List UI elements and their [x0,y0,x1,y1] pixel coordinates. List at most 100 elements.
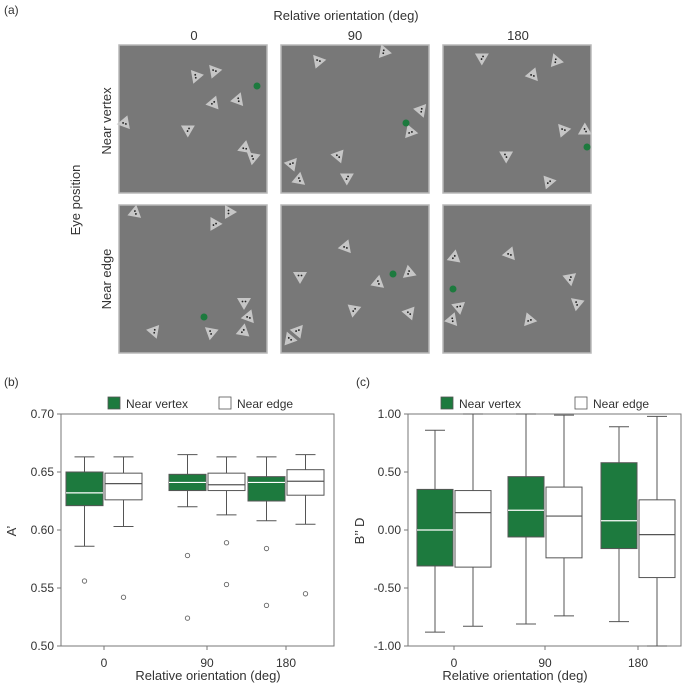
triangle-eye-dot [354,307,357,310]
x-tick-label: 90 [200,656,214,670]
panel-label-b: (b) [4,375,19,389]
triangle-eye-dot [530,73,532,76]
triangle-eye-dot [345,178,348,180]
triangle-eye-dot [527,320,530,322]
triangle-eye-dot [237,100,240,103]
fixation-dot [253,82,261,90]
triangle-shape [190,69,204,84]
stimulus-triangle [378,44,392,59]
y-tick-label: 0.60 [31,523,55,537]
chart-c-xlabel: Relative orientation (deg) [442,668,587,683]
triangle-eye-dot [194,76,197,79]
triangle-eye-dot [352,310,355,313]
triangle-eye-dot [299,179,301,182]
triangle-eye-dot [290,338,293,341]
triangle-eye-dot [568,279,571,281]
fixation-dot [449,285,457,293]
triangle-eye-dot [252,158,255,160]
y-tick-label: -1.00 [374,639,402,653]
triangle-eye-dot [530,318,532,321]
stimulus-triangle [446,249,461,263]
chart-c: -1.00 -0.50 0.00 0.50 1.00 0 90 180 [374,407,682,670]
outlier-point [81,578,88,584]
legend-c: Near vertex Near edge [440,396,649,411]
triangle-eye-dot [482,55,484,58]
triangle-eye-dot [153,328,156,331]
triangle-shape [413,103,427,118]
stimulus-triangle [284,331,298,346]
triangle-eye-dot [345,247,348,249]
y-tick-label: -0.50 [374,581,402,595]
triangle-eye-dot [338,156,341,159]
x-tick-label: 0 [451,656,458,670]
triangle-shape [293,272,307,284]
triangle-eye-dot [213,100,216,103]
triangle-eye-dot [504,153,506,156]
triangle-eye-dot [509,254,512,256]
stimulus-triangle [444,312,458,327]
triangle-shape [146,324,160,339]
triangle-shape [401,306,415,321]
outlier-point [120,594,127,600]
outlier-point [184,615,191,621]
triangle-eye-dot [585,130,587,133]
triangle-eye-dot [382,49,385,52]
stimulus-triangle [240,309,254,324]
triangle-eye-dot [227,209,230,212]
triangle-eye-dot [554,61,557,64]
triangle-eye-dot [554,58,557,61]
stimulus-triangle [127,204,142,218]
stimulus-triangle [339,173,354,186]
column-label-180: 180 [507,28,529,43]
triangle-eye-dot [153,331,156,334]
stimulus-triangle [499,151,514,164]
triangle-eye-dot [242,147,245,150]
stimulus-triangle [524,67,538,82]
legend-c-swatch-near-edge [574,396,588,410]
triangle-eye-dot [251,155,253,158]
triangle-eye-dot [408,132,411,134]
triangle-shape [225,205,237,219]
triangle-shape [230,92,244,107]
triangle-eye-dot [451,320,454,323]
stimulus-triangle [562,273,577,287]
triangle-eye-dot [408,270,411,272]
triangle-eye-dot [451,257,454,260]
triangle-shape [237,140,252,154]
outlier-point [184,552,191,559]
triangle-shape [444,312,458,327]
triangle-eye-dot [411,130,413,133]
legend-c-label-near-edge: Near edge [593,397,649,411]
triangle-eye-dot [227,212,230,215]
stimulus-triangle [501,246,515,261]
legend-b-label-near-vertex: Near vertex [126,397,188,411]
legend-b-swatch-near-vertex [107,396,121,410]
outlier-point [302,591,309,597]
row-title: Eye position [68,165,83,236]
stimulus-triangle [230,92,244,107]
stimulus-triangle [370,274,385,288]
triangle-eye-dot [209,330,211,333]
triangle-eye-dot [124,123,127,125]
triangle-shape [378,44,392,59]
triangle-eye-dot [343,245,345,248]
panel-label-c: (c) [356,375,370,389]
stimulus-triangle [204,327,219,341]
fixation-dot [389,270,397,278]
column-title: Relative orientation (deg) [273,8,418,23]
fixation-dot [402,119,410,127]
box-near-edge [638,499,676,579]
triangle-shape [446,249,461,263]
triangle-eye-dot [561,128,564,130]
box-near-edge [286,469,325,496]
chart-b-xlabel: Relative orientation (deg) [135,668,280,683]
stimulus-triangle [237,140,252,154]
stimulus-triangle [313,54,327,69]
y-tick-label: 0.50 [31,639,55,653]
triangle-eye-dot [480,58,483,60]
stimulus-triangle [235,323,250,337]
stimulus-triangle [543,175,557,190]
triangle-shape [235,323,250,337]
box-near-edge [545,486,583,559]
